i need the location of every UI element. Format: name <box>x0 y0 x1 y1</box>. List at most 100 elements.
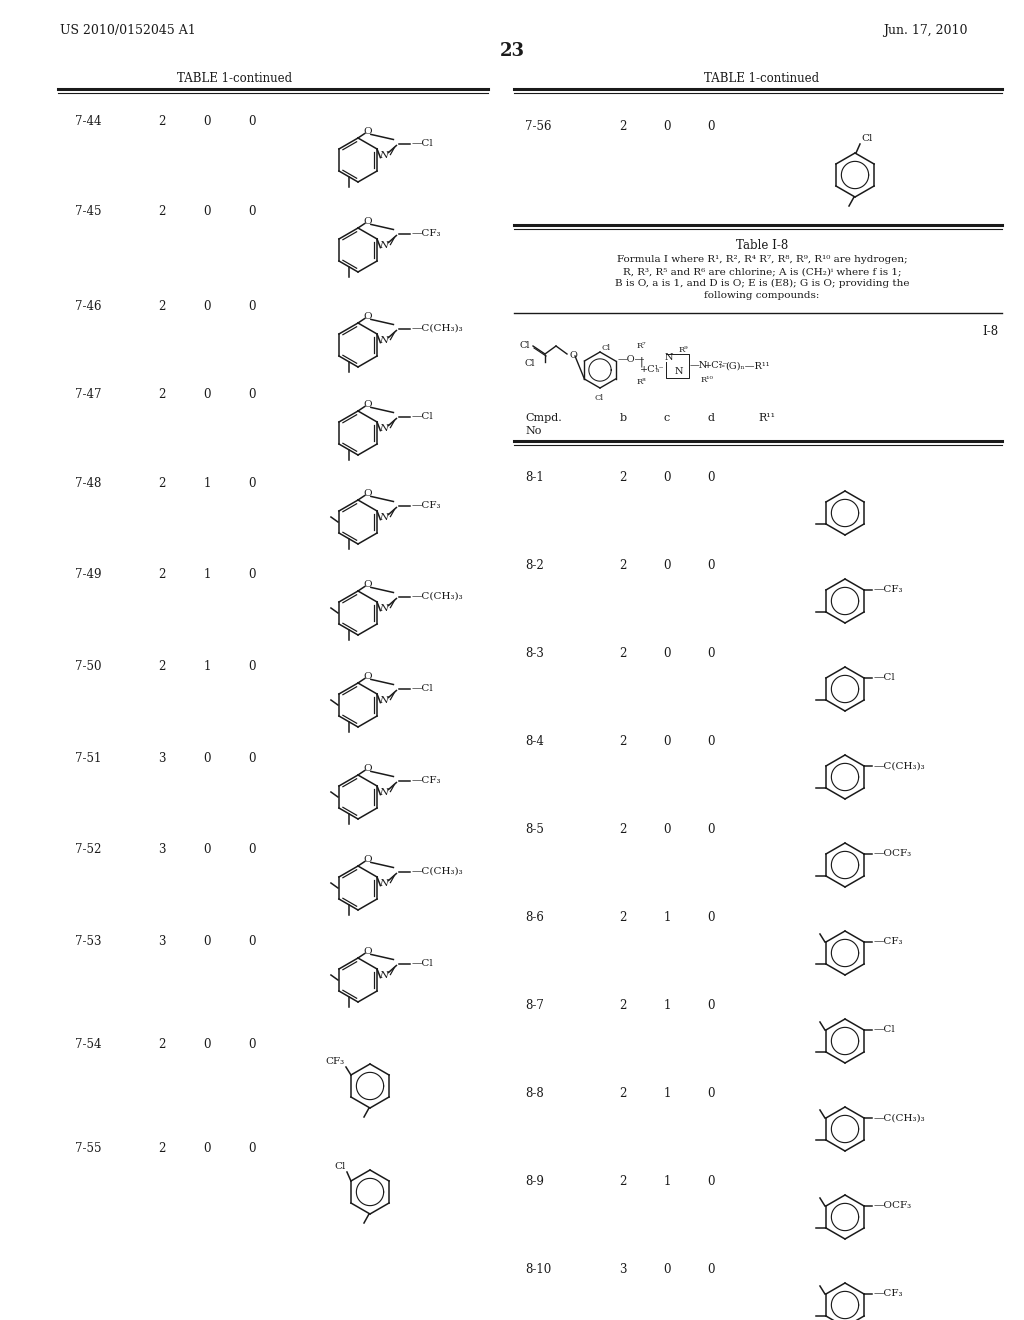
Text: O: O <box>364 127 372 136</box>
Text: 2: 2 <box>620 822 627 836</box>
Text: c: c <box>664 413 670 422</box>
Text: 2: 2 <box>159 1038 166 1051</box>
Text: 3: 3 <box>159 935 166 948</box>
Text: TABLE 1-continued: TABLE 1-continued <box>705 73 819 84</box>
Text: 0: 0 <box>664 471 671 484</box>
Text: 2: 2 <box>159 1142 166 1155</box>
Text: —O—: —O— <box>617 355 645 364</box>
Text: —C(CH₃)₃: —C(CH₃)₃ <box>412 323 463 333</box>
Text: 0: 0 <box>708 1086 715 1100</box>
Text: 3: 3 <box>159 843 166 855</box>
Text: O: O <box>569 351 577 359</box>
Text: R⁸: R⁸ <box>637 378 646 385</box>
Text: 0: 0 <box>203 1038 211 1051</box>
Text: US 2010/0152045 A1: US 2010/0152045 A1 <box>60 24 196 37</box>
Text: 7-44: 7-44 <box>75 115 101 128</box>
Text: Jun. 17, 2010: Jun. 17, 2010 <box>884 24 968 37</box>
Text: 7-48: 7-48 <box>75 477 101 490</box>
Text: —OCF₃: —OCF₃ <box>873 850 911 858</box>
Text: 2: 2 <box>159 660 166 673</box>
Text: 2: 2 <box>620 911 627 924</box>
Text: Cl: Cl <box>595 393 603 403</box>
Text: 7-50: 7-50 <box>75 660 101 673</box>
Text: R⁷: R⁷ <box>637 342 646 350</box>
Text: 0: 0 <box>664 120 671 133</box>
Text: 7-56: 7-56 <box>525 120 552 133</box>
Text: —Cl: —Cl <box>873 1026 895 1035</box>
Text: 0: 0 <box>708 735 715 748</box>
Text: 0: 0 <box>664 822 671 836</box>
Text: 0: 0 <box>248 300 256 313</box>
Text: 8-1: 8-1 <box>525 471 544 484</box>
Text: 0: 0 <box>708 647 715 660</box>
Text: 0: 0 <box>664 647 671 660</box>
Text: 2: 2 <box>620 471 627 484</box>
Text: —CF₃: —CF₃ <box>873 1290 902 1299</box>
Text: +C²⁻: +C²⁻ <box>703 362 728 371</box>
Text: 0: 0 <box>708 822 715 836</box>
Text: 7-46: 7-46 <box>75 300 101 313</box>
Text: Cl: Cl <box>861 135 872 143</box>
Text: Cmpd.: Cmpd. <box>525 413 562 422</box>
Text: N: N <box>665 354 673 363</box>
Text: R¹¹: R¹¹ <box>758 413 775 422</box>
Text: N: N <box>379 424 388 433</box>
Text: N: N <box>379 605 388 612</box>
Text: R, R³, R⁵ and R⁶ are chlorine; A is (CH₂)ⁱ where f is 1;: R, R³, R⁵ and R⁶ are chlorine; A is (CH₂… <box>623 267 901 276</box>
Text: 0: 0 <box>708 911 715 924</box>
Text: O: O <box>364 855 372 863</box>
Text: O: O <box>364 400 372 409</box>
Text: —N: —N <box>689 362 708 371</box>
Text: 8-6: 8-6 <box>525 911 544 924</box>
Text: 0: 0 <box>203 935 211 948</box>
Text: 7-49: 7-49 <box>75 568 101 581</box>
Text: N: N <box>379 337 388 345</box>
Text: 0: 0 <box>248 1038 256 1051</box>
Text: 2: 2 <box>620 1086 627 1100</box>
Text: O: O <box>364 946 372 956</box>
Text: 8-3: 8-3 <box>525 647 544 660</box>
Text: 1: 1 <box>204 568 211 581</box>
Text: —OCF₃: —OCF₃ <box>873 1201 911 1210</box>
Text: 0: 0 <box>664 735 671 748</box>
Text: 7-52: 7-52 <box>75 843 101 855</box>
Text: —C(CH₃)₃: —C(CH₃)₃ <box>412 867 463 876</box>
Text: 7-47: 7-47 <box>75 388 101 401</box>
Text: 0: 0 <box>664 558 671 572</box>
Text: 0: 0 <box>248 115 256 128</box>
Text: 8-8: 8-8 <box>525 1086 544 1100</box>
Text: Cl: Cl <box>520 342 530 351</box>
Text: 2: 2 <box>620 647 627 660</box>
Text: —CF₃: —CF₃ <box>412 502 441 510</box>
Text: b: b <box>620 413 627 422</box>
Text: R⁹: R⁹ <box>679 346 688 354</box>
Text: 0: 0 <box>708 1175 715 1188</box>
Text: 0: 0 <box>248 388 256 401</box>
Text: following compounds:: following compounds: <box>705 290 819 300</box>
Text: I-8: I-8 <box>982 325 998 338</box>
Text: 0: 0 <box>248 843 256 855</box>
Text: CF₃: CF₃ <box>326 1057 345 1067</box>
Text: N: N <box>379 879 388 888</box>
Text: 0: 0 <box>203 843 211 855</box>
Text: B is O, a is 1, and D is O; E is (E8); G is O; providing the: B is O, a is 1, and D is O; E is (E8); G… <box>614 279 909 288</box>
Text: 8-9: 8-9 <box>525 1175 544 1188</box>
Text: N: N <box>379 972 388 979</box>
Text: 2: 2 <box>159 477 166 490</box>
Text: 0: 0 <box>203 300 211 313</box>
Text: 0: 0 <box>248 1142 256 1155</box>
Text: 2: 2 <box>159 568 166 581</box>
Text: 2: 2 <box>159 115 166 128</box>
Text: ₁₌: ₁₌ <box>719 362 726 370</box>
Text: 3: 3 <box>620 1263 627 1276</box>
Text: TABLE 1-continued: TABLE 1-continued <box>177 73 293 84</box>
Text: Cl: Cl <box>602 345 611 352</box>
Text: O: O <box>364 764 372 774</box>
Text: (G)ₙ—R¹¹: (G)ₙ—R¹¹ <box>726 362 770 371</box>
Text: 7-55: 7-55 <box>75 1142 101 1155</box>
Text: Formula I where R¹, R², R⁴ R⁷, R⁸, R⁹, R¹⁰ are hydrogen;: Formula I where R¹, R², R⁴ R⁷, R⁸, R⁹, R… <box>616 255 907 264</box>
Text: 2: 2 <box>159 205 166 218</box>
Text: 0: 0 <box>248 477 256 490</box>
Text: 8-7: 8-7 <box>525 999 544 1012</box>
Text: —Cl: —Cl <box>412 684 433 693</box>
